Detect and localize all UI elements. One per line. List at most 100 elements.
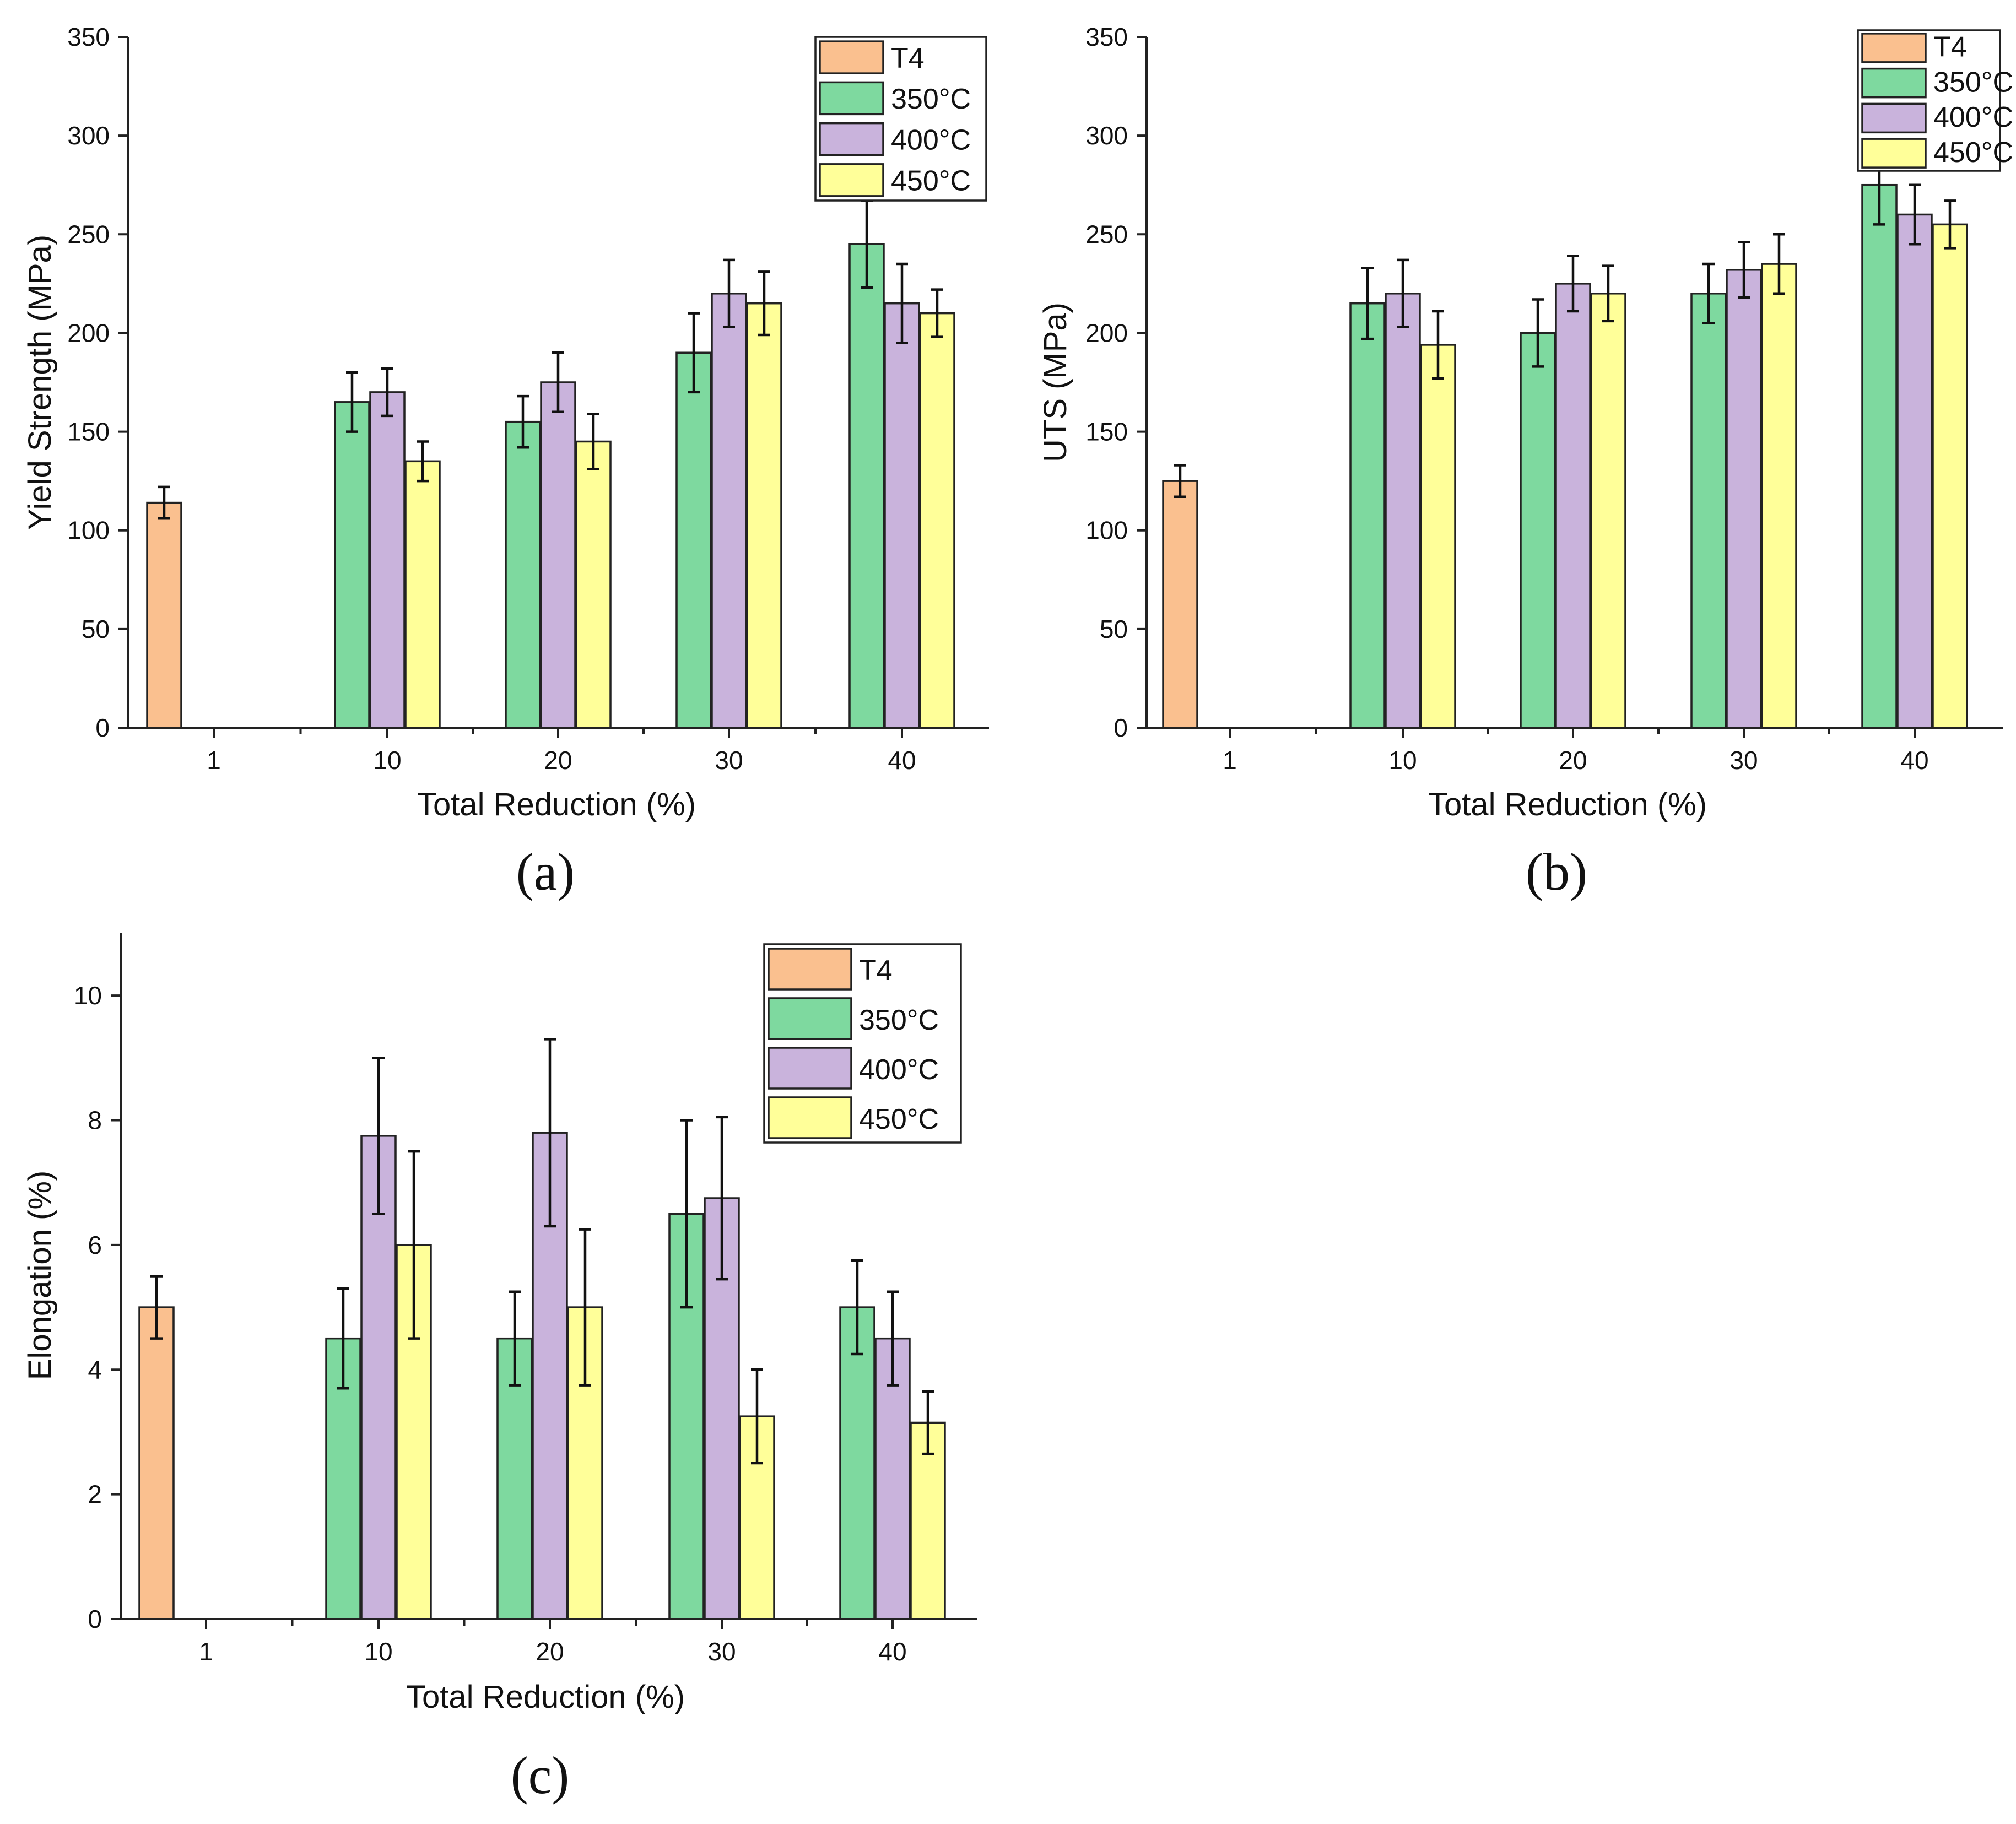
x-tick-label: 10 (1388, 746, 1417, 775)
x-tick-label: 40 (878, 1637, 906, 1666)
panel-a-legend: T4 350°C 400°C 450°C (814, 36, 987, 202)
x-tick-label: 1 (199, 1637, 213, 1666)
y-tick-label: 150 (67, 418, 110, 446)
error-bar-450C-30 (751, 1368, 763, 1465)
x-tick-label: 10 (373, 746, 401, 775)
bar-450C-20 (1590, 293, 1626, 729)
panel-c-y-ticks: 0 2 4 6 8 10 (74, 981, 121, 1633)
y-tick-label: 0 (88, 1605, 102, 1633)
legend-label-400C: 400°C (891, 124, 971, 156)
bar-450C-40 (919, 312, 955, 729)
y-tick-label: 4 (88, 1355, 102, 1384)
panel-a-x-ticks: 1 10 20 30 40 (207, 728, 916, 775)
y-tick-label: 300 (1085, 121, 1128, 150)
error-bar-450C-10 (1432, 310, 1444, 380)
bar-350C-30 (675, 351, 712, 729)
panel-a-error-bars (158, 199, 943, 520)
error-bar-450C-40 (1944, 199, 1956, 250)
error-bar-T4-1 (158, 485, 170, 520)
panel-b-x-axis-title: Total Reduction (%) (1428, 787, 1707, 822)
y-tick-label: 350 (67, 23, 110, 51)
legend-swatch-450C (768, 1096, 852, 1139)
error-bar-400C-20 (544, 1038, 556, 1228)
error-bar-T4-1 (1174, 464, 1186, 499)
bar-T4-1 (138, 1306, 175, 1620)
bar-450C-30 (746, 302, 782, 729)
error-bar-450C-30 (1773, 233, 1785, 295)
panel-c-y-axis-title: Elongation (%) (22, 1171, 58, 1380)
y-tick-label: 200 (67, 318, 110, 347)
bar-350C-20 (1520, 332, 1556, 729)
panel-b-uts-chart: 0 50 100 150 200 250 300 350 1 10 20 30 40 Total Re… (1037, 23, 2013, 901)
bar-350C-30 (1690, 293, 1727, 729)
y-tick-label: 300 (67, 121, 110, 150)
bar-350C-40 (1861, 183, 1898, 729)
error-bar-400C-20 (552, 351, 564, 413)
legend-label-400C: 400°C (859, 1054, 939, 1086)
x-tick-label: 30 (1729, 746, 1758, 775)
error-bar-350C-30 (1702, 262, 1715, 324)
legend-label-450C: 450°C (891, 165, 971, 197)
legend-label-350C: 350°C (859, 1004, 939, 1036)
bar-350C-10 (334, 401, 370, 729)
x-tick-label: 20 (536, 1637, 564, 1666)
error-bar-450C-40 (922, 1390, 934, 1455)
bar-400C-10 (1385, 293, 1421, 729)
error-bar-T4-1 (150, 1275, 163, 1340)
panel-c-error-bars (150, 1038, 934, 1465)
panel-c-bars (138, 1132, 946, 1620)
x-tick-label: 40 (888, 746, 916, 775)
x-tick-label: 20 (544, 746, 572, 775)
x-tick-label: 1 (207, 746, 221, 775)
y-tick-label: 100 (67, 516, 110, 545)
bar-450C-40 (1932, 223, 1968, 729)
error-bar-350C-20 (1532, 298, 1544, 368)
legend-label-450C: 450°C (1933, 137, 2013, 169)
panel-c-elongation-chart: 0 2 4 6 8 10 1 10 20 30 40 Total Reduction (%) El… (22, 933, 977, 1805)
y-tick-label: 0 (95, 713, 110, 742)
legend-label-450C: 450°C (859, 1103, 939, 1135)
panel-c-label: (c) (511, 1746, 570, 1805)
bar-400C-40 (1896, 213, 1933, 729)
panel-b-label: (b) (1526, 842, 1587, 901)
y-tick-label: 0 (1114, 713, 1128, 742)
error-bar-400C-30 (723, 258, 735, 328)
y-tick-label: 6 (88, 1231, 102, 1259)
y-tick-label: 2 (88, 1480, 102, 1509)
legend-swatch-350C (768, 997, 852, 1040)
panel-b-y-axis-title: UTS (MPa) (1037, 302, 1073, 462)
y-tick-label: 200 (1085, 318, 1128, 347)
panel-a-label: (a) (516, 842, 575, 901)
panel-b-error-bars (1174, 144, 1956, 499)
error-bar-450C-40 (931, 288, 943, 338)
panel-c-x-ticks: 1 10 20 30 40 (199, 1619, 907, 1666)
y-tick-label: 50 (1100, 615, 1128, 643)
error-bar-350C-30 (680, 1119, 693, 1309)
y-tick-label: 50 (82, 615, 110, 643)
legend-swatch-400C (768, 1047, 852, 1090)
error-bar-400C-40 (1909, 183, 1921, 246)
bar-450C-30 (1761, 263, 1797, 729)
x-tick-label: 1 (1223, 746, 1237, 775)
error-bar-450C-30 (758, 270, 770, 337)
bar-400C-40 (884, 302, 920, 729)
legend-swatch-T4 (1861, 33, 1927, 63)
y-tick-label: 10 (74, 981, 102, 1010)
panel-a-y-axis-title: Yield Strength (MPa) (22, 235, 58, 530)
legend-swatch-400C (1861, 102, 1927, 134)
error-bar-450C-20 (1602, 264, 1614, 323)
bar-T4-1 (146, 501, 182, 729)
error-bar-400C-30 (716, 1116, 728, 1281)
error-bar-400C-10 (1397, 258, 1409, 328)
legend-label-T4: T4 (891, 42, 925, 74)
bar-400C-30 (711, 293, 747, 729)
error-bar-450C-20 (587, 413, 599, 470)
panel-a-y-ticks: 0 50 100 150 200 250 300 350 (67, 23, 128, 742)
legend-swatch-400C (819, 122, 884, 156)
error-bar-350C-20 (517, 394, 529, 449)
legend-label-T4: T4 (859, 955, 893, 987)
error-bar-350C-10 (337, 1287, 349, 1390)
bar-T4-1 (1162, 480, 1198, 729)
